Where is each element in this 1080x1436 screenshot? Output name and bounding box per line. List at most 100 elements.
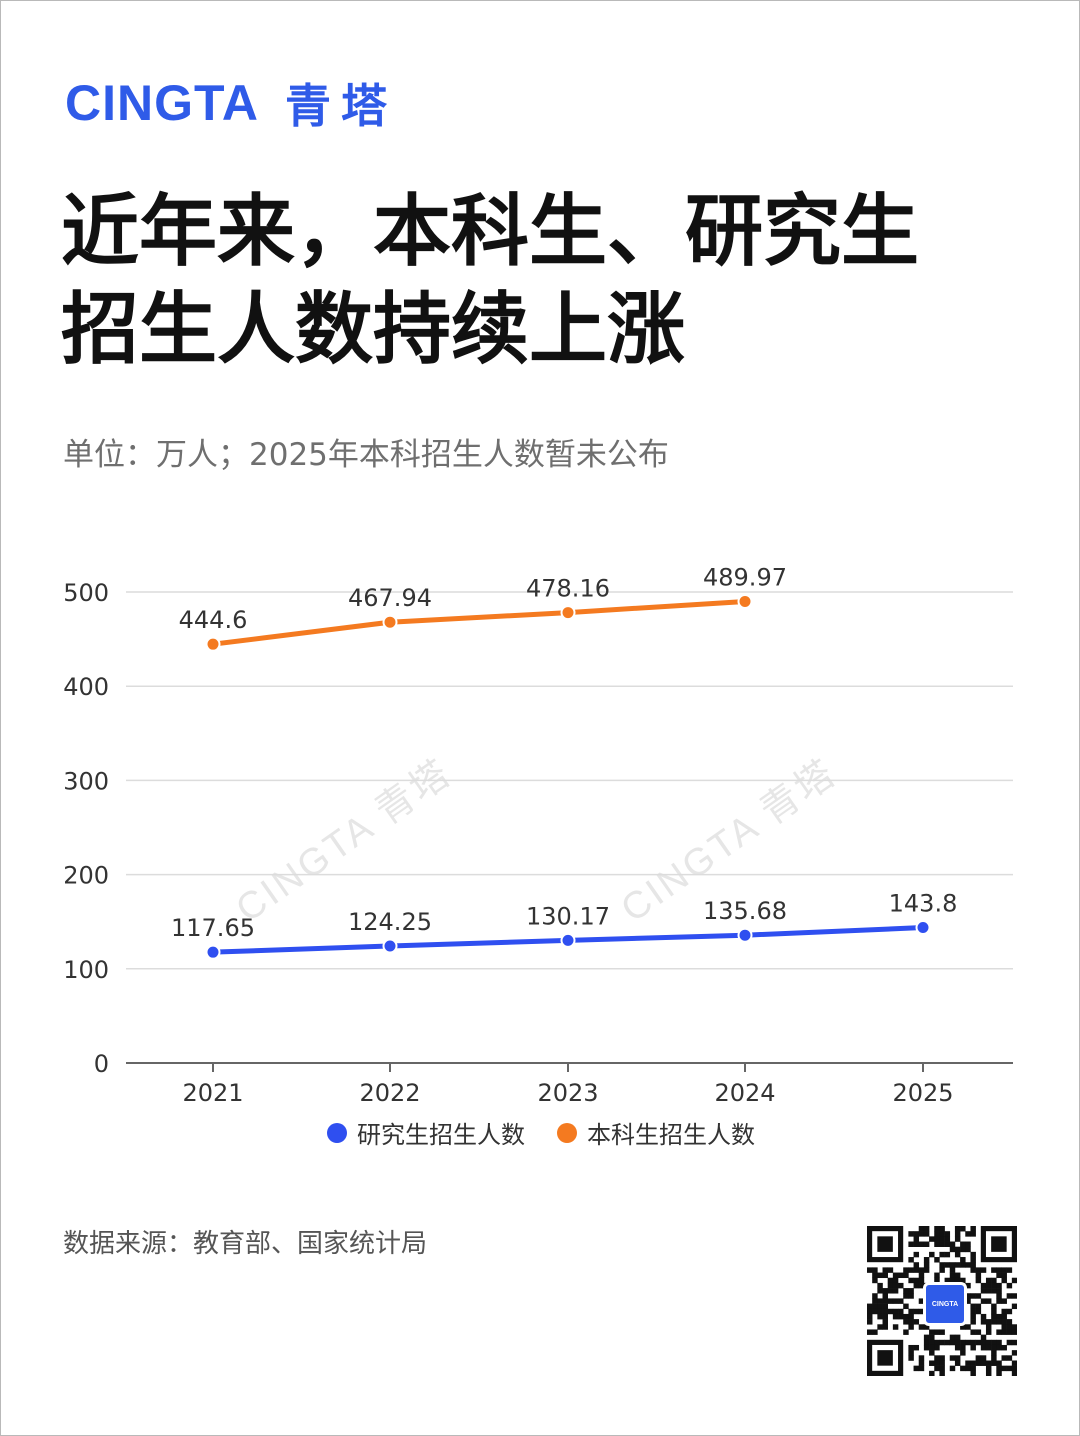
qr-module bbox=[970, 1251, 976, 1258]
qr-module bbox=[965, 1298, 971, 1304]
qr-module bbox=[1011, 1329, 1018, 1335]
qr-module bbox=[908, 1324, 914, 1330]
data-point-graduate-2025 bbox=[915, 920, 931, 936]
qr-module bbox=[949, 1267, 956, 1273]
y-tick-label-0: 0 bbox=[94, 1050, 109, 1078]
qr-module bbox=[903, 1329, 909, 1335]
qr-module bbox=[908, 1344, 914, 1351]
qr-module bbox=[985, 1319, 992, 1325]
qr-module bbox=[877, 1324, 883, 1330]
qr-module bbox=[996, 1329, 1002, 1335]
qr-module bbox=[898, 1308, 904, 1315]
qr-module bbox=[929, 1329, 935, 1335]
qr-module bbox=[965, 1324, 971, 1330]
data-label-graduate-2025: 143.8 bbox=[889, 890, 958, 918]
qr-module bbox=[929, 1344, 935, 1351]
qr-module bbox=[970, 1231, 976, 1237]
qr-module bbox=[892, 1298, 899, 1304]
qr-module bbox=[970, 1329, 976, 1335]
title-line-1: 近年来，本科生、研究生 bbox=[61, 187, 920, 277]
qr-module bbox=[970, 1360, 976, 1366]
qr-module bbox=[1001, 1355, 1007, 1361]
qr-module bbox=[939, 1370, 945, 1377]
qr-module bbox=[887, 1308, 894, 1315]
qr-module bbox=[975, 1277, 982, 1284]
qr-module bbox=[1006, 1339, 1013, 1346]
qr-module bbox=[985, 1277, 992, 1284]
qr-module bbox=[954, 1226, 961, 1232]
qr-code: CINGTA bbox=[867, 1226, 1018, 1377]
qr-module bbox=[872, 1277, 878, 1284]
qr-module bbox=[872, 1267, 878, 1273]
qr-module bbox=[949, 1277, 956, 1284]
qr-module bbox=[929, 1350, 935, 1356]
qr-module bbox=[918, 1308, 925, 1315]
qr-module bbox=[887, 1277, 894, 1284]
qr-module bbox=[985, 1360, 992, 1366]
qr-module bbox=[918, 1231, 925, 1237]
data-source: 数据来源：教育部、国家统计局 bbox=[63, 1229, 428, 1259]
qr-module bbox=[970, 1257, 976, 1263]
qr-module bbox=[939, 1329, 945, 1335]
data-point-graduate-2021 bbox=[205, 944, 221, 960]
qr-module bbox=[1001, 1344, 1007, 1351]
qr-module bbox=[934, 1231, 940, 1237]
legend-label-graduate: 研究生招生人数 bbox=[357, 1121, 525, 1149]
qr-module bbox=[970, 1303, 976, 1310]
qr-module bbox=[985, 1370, 992, 1377]
qr-module bbox=[991, 1350, 997, 1356]
qr-module bbox=[934, 1226, 940, 1232]
qr-module bbox=[965, 1365, 971, 1372]
qr-module bbox=[960, 1262, 966, 1268]
qr-module bbox=[970, 1308, 976, 1315]
qr-module bbox=[1001, 1313, 1007, 1320]
qr-module bbox=[970, 1293, 976, 1299]
qr-module bbox=[918, 1241, 925, 1247]
qr-module bbox=[913, 1231, 920, 1237]
qr-module bbox=[903, 1267, 909, 1273]
qr-module bbox=[918, 1267, 925, 1273]
qr-module bbox=[1011, 1365, 1018, 1372]
qr-module bbox=[991, 1313, 997, 1320]
qr-module bbox=[949, 1339, 956, 1346]
qr-module bbox=[985, 1365, 992, 1372]
qr-module bbox=[882, 1313, 888, 1320]
qr-module bbox=[908, 1241, 914, 1247]
page-title: 近年来，本科生、研究生 招生人数持续上涨 bbox=[61, 183, 1021, 379]
qr-module bbox=[918, 1355, 925, 1361]
qr-module bbox=[980, 1313, 987, 1320]
qr-module bbox=[892, 1272, 899, 1279]
x-tick-label-2024: 2024 bbox=[714, 1079, 775, 1107]
qr-module bbox=[949, 1246, 956, 1253]
qr-module bbox=[991, 1267, 997, 1273]
qr-module bbox=[939, 1267, 945, 1273]
qr-module bbox=[991, 1319, 997, 1325]
qr-module bbox=[918, 1365, 925, 1372]
qr-module bbox=[877, 1288, 883, 1294]
qr-module bbox=[996, 1282, 1002, 1289]
x-tick-label-2022: 2022 bbox=[359, 1079, 420, 1107]
qr-module bbox=[949, 1334, 956, 1341]
qr-module bbox=[965, 1241, 971, 1247]
qr-module bbox=[954, 1251, 961, 1258]
qr-module bbox=[965, 1262, 971, 1268]
qr-module bbox=[980, 1355, 987, 1361]
qr-module bbox=[949, 1365, 956, 1372]
qr-module bbox=[991, 1344, 997, 1351]
qr-module bbox=[892, 1324, 899, 1330]
title-line-2: 招生人数持续上涨 bbox=[61, 285, 686, 375]
qr-module bbox=[903, 1288, 909, 1294]
qr-module bbox=[996, 1339, 1002, 1346]
qr-module bbox=[908, 1293, 914, 1299]
qr-module bbox=[985, 1282, 992, 1289]
qr-module bbox=[980, 1339, 987, 1346]
qr-module bbox=[908, 1257, 914, 1263]
qr-module bbox=[985, 1298, 992, 1304]
qr-module bbox=[949, 1272, 956, 1279]
qr-module bbox=[923, 1339, 930, 1346]
chart-subtitle: 单位：万人；2025年本科招生人数暂未公布 bbox=[63, 437, 669, 473]
brand-name-zh: 青塔 bbox=[284, 79, 397, 133]
qr-module bbox=[960, 1226, 966, 1232]
